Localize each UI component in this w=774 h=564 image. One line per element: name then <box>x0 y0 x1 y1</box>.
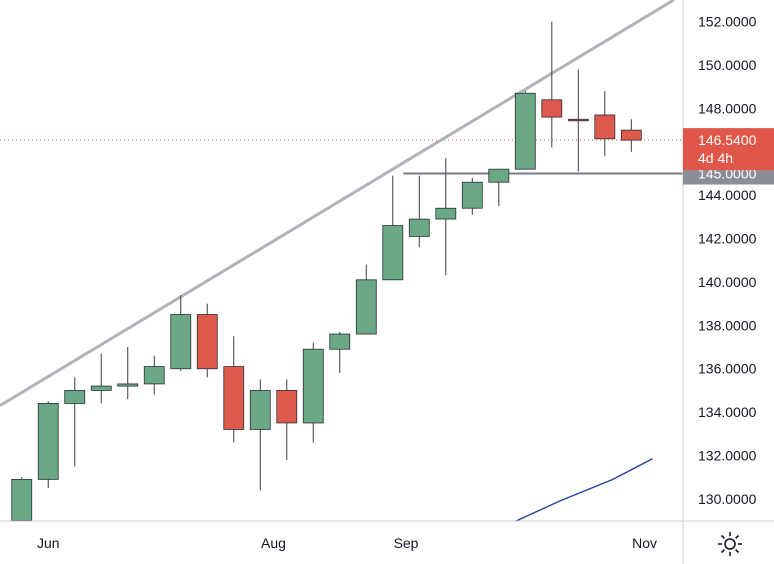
candle-body <box>143 366 165 385</box>
candle-body <box>514 92 536 170</box>
candle-body <box>223 366 245 430</box>
candle <box>541 21 563 148</box>
candle-body <box>11 478 33 521</box>
y-tick-label: 144.0000 <box>698 187 757 203</box>
candle-body <box>355 279 377 335</box>
candle-body <box>541 99 563 118</box>
x-tick-label: Sep <box>394 535 419 551</box>
y-tick-label: 138.0000 <box>698 317 757 333</box>
plot-area <box>0 0 683 521</box>
candle-body <box>620 129 642 141</box>
x-tick-label: Jun <box>37 535 60 551</box>
candle-body <box>382 225 404 281</box>
candle <box>11 477 33 521</box>
candle <box>620 119 642 152</box>
candle <box>382 175 404 281</box>
y-tick-label: 136.0000 <box>698 361 757 377</box>
candle <box>196 303 218 378</box>
candle <box>276 379 298 460</box>
y-tick-label: 130.0000 <box>698 491 757 507</box>
last-price-label: 146.5400 <box>698 132 757 148</box>
last-price-label-bg <box>683 128 774 171</box>
candle <box>594 91 616 157</box>
candle <box>514 91 536 170</box>
candle-body <box>37 403 59 480</box>
y-tick-label: 132.0000 <box>698 447 757 463</box>
candle-body <box>435 207 457 220</box>
candle <box>143 355 165 395</box>
y-tick-label: 142.0000 <box>698 231 757 247</box>
candle-body <box>249 390 271 430</box>
candle-body <box>594 114 616 140</box>
candle-body <box>64 390 86 404</box>
candle <box>435 158 457 276</box>
candle <box>461 177 483 215</box>
candle <box>355 264 377 335</box>
candle <box>37 401 59 489</box>
candle <box>488 168 510 207</box>
candle <box>249 379 271 491</box>
candle <box>117 347 139 400</box>
candle <box>302 342 324 443</box>
candle <box>64 377 86 467</box>
candle-body <box>488 168 510 183</box>
y-tick-label: 152.0000 <box>698 14 757 30</box>
candle-body <box>567 118 589 122</box>
candle <box>223 336 245 443</box>
candle-body <box>170 314 192 370</box>
gear-icon[interactable] <box>714 528 746 560</box>
candle <box>567 69 589 172</box>
candle-countdown-label: 4d 4h <box>698 150 733 166</box>
candle-body <box>408 218 430 237</box>
candle-body <box>329 333 351 350</box>
y-tick-label: 148.0000 <box>698 100 757 116</box>
moving-average-line <box>515 458 653 521</box>
candle-body <box>196 314 218 370</box>
rising-trendline <box>0 0 675 407</box>
x-tick-label: Aug <box>261 535 286 551</box>
y-tick-label: 140.0000 <box>698 274 757 290</box>
candle <box>170 294 192 371</box>
x-tick-label: Nov <box>632 535 657 551</box>
candle-body <box>302 348 324 424</box>
candle <box>408 175 430 248</box>
candle-body <box>90 385 112 391</box>
candle-body <box>461 181 483 209</box>
y-tick-label: 150.0000 <box>698 57 757 73</box>
candle-body <box>276 390 298 424</box>
candle <box>90 353 112 404</box>
candle <box>329 331 351 374</box>
candle-body <box>117 383 139 387</box>
y-tick-label: 134.0000 <box>698 404 757 420</box>
